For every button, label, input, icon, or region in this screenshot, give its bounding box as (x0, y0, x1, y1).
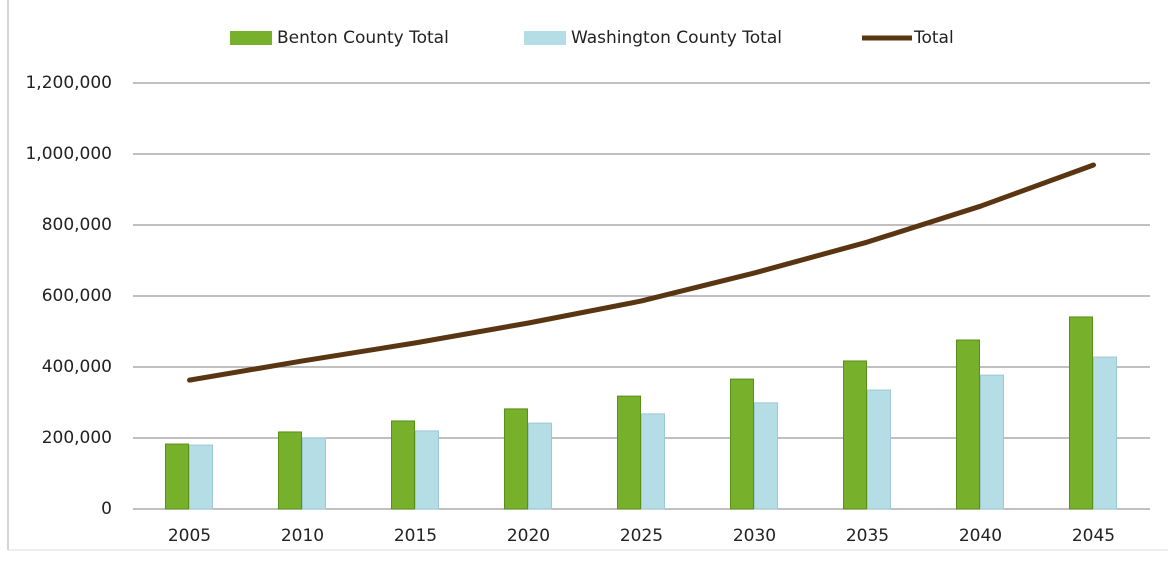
x-tick-label: 2035 (846, 526, 889, 546)
bar (504, 408, 528, 510)
bar (867, 389, 891, 510)
x-tick-label: 2020 (507, 526, 550, 546)
y-tick-label: 800,000 (42, 215, 112, 235)
bar (189, 444, 213, 510)
bar (165, 443, 189, 510)
legend-label: Washington County Total (571, 28, 782, 48)
bar (641, 413, 665, 510)
bar (754, 402, 778, 510)
total-line (187, 162, 1096, 383)
x-tick-label: 2045 (1072, 526, 1115, 546)
x-tick-label: 2010 (281, 526, 324, 546)
legend-label: Total (913, 28, 954, 48)
bar (391, 420, 415, 510)
x-tick-label: 2015 (394, 526, 437, 546)
x-tick-label: 2025 (620, 526, 663, 546)
bar (302, 437, 326, 510)
bar (980, 374, 1004, 510)
x-tick-label: 2030 (733, 526, 776, 546)
bar (528, 422, 552, 510)
y-tick-label: 400,000 (42, 357, 112, 377)
bar (843, 360, 867, 510)
bar (617, 395, 641, 510)
y-tick-label: 1,200,000 (25, 73, 112, 93)
y-tick-label: 0 (101, 499, 112, 519)
legend-swatch (230, 31, 272, 45)
x-tick-label: 2040 (959, 526, 1002, 546)
bar (956, 339, 980, 510)
bar (278, 431, 302, 510)
y-tick-label: 1,000,000 (25, 144, 112, 164)
legend-label: Benton County Total (277, 28, 449, 48)
x-tick-label: 2005 (168, 526, 211, 546)
y-tick-label: 200,000 (42, 428, 112, 448)
legend-swatch (524, 31, 566, 45)
bar (415, 430, 439, 510)
bar (1069, 316, 1093, 510)
y-tick-label: 600,000 (42, 286, 112, 306)
bar (1093, 356, 1117, 510)
bar (730, 378, 754, 510)
